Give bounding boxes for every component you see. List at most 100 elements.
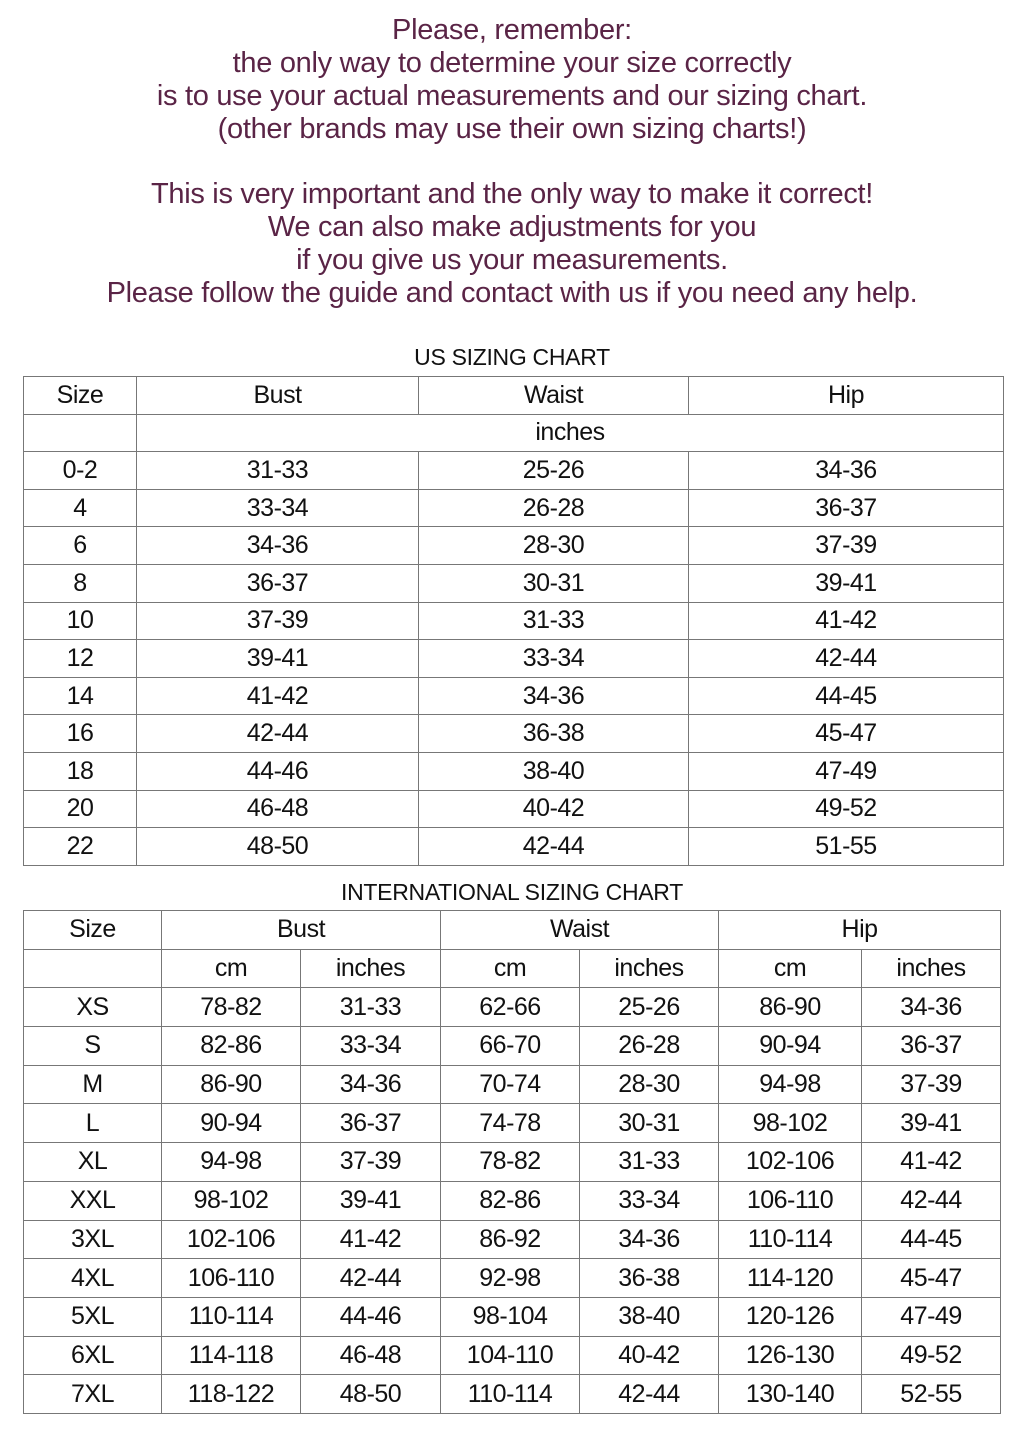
unit-label: cm [440, 948, 580, 989]
unit-row: cm inches cm inches cm inches [23, 948, 1002, 989]
measurement-cell: 31-33 [418, 601, 689, 641]
measurement-cell: 45-47 [688, 714, 1004, 753]
header-row: Size Bust Waist Hip [23, 910, 1002, 950]
measurement-cell: 28-30 [418, 526, 689, 565]
measurement-cell: 31-33 [578, 1142, 720, 1182]
measurement-cell: 114-120 [718, 1258, 863, 1298]
size-cell: 16 [23, 714, 137, 753]
measurement-cell: 42-44 [300, 1258, 441, 1298]
measurement-cell: 25-26 [418, 451, 689, 490]
measurement-cell: 41-42 [861, 1142, 1002, 1182]
size-cell: 7XL [23, 1374, 162, 1414]
measurement-cell: 52-55 [861, 1374, 1002, 1414]
table-row: XL 94-98 37-39 78-82 31-33 102-106 41-42 [23, 1142, 1002, 1182]
table-row: 6XL 114-118 46-48 104-110 40-42 126-130 49-52 [23, 1335, 1002, 1376]
us-sizing-table: Size Bust Waist Hip inches 0-2 31-33 25-26… [23, 376, 1004, 866]
table-row: 12 39-41 33-34 42-44 [23, 639, 1004, 678]
size-cell: XS [23, 987, 162, 1028]
unit-row: inches [23, 413, 1004, 453]
measurement-cell: 98-102 [161, 1180, 301, 1221]
measurement-cell: 44-45 [861, 1219, 1002, 1260]
measurement-cell: 39-41 [136, 639, 419, 678]
unit-label: inches [861, 948, 1002, 989]
size-cell: XXL [23, 1180, 162, 1221]
size-cell: M [23, 1064, 162, 1105]
measurement-cell: 42-44 [861, 1180, 1002, 1221]
measurement-cell: 37-39 [688, 526, 1004, 565]
measurement-cell: 33-34 [578, 1180, 720, 1221]
header-bust: Bust [161, 910, 441, 950]
empty-cell [23, 948, 162, 989]
measurement-cell: 34-36 [418, 676, 689, 716]
measurement-cell: 82-86 [440, 1180, 580, 1221]
size-cell: 6 [23, 526, 137, 565]
size-cell: 18 [23, 751, 137, 791]
size-cell: 4 [23, 488, 137, 528]
measurement-cell: 49-52 [861, 1335, 1002, 1376]
measurement-cell: 98-102 [718, 1103, 863, 1144]
measurement-cell: 40-42 [578, 1335, 720, 1376]
measurement-cell: 37-39 [861, 1064, 1002, 1105]
measurement-cell: 94-98 [161, 1142, 301, 1182]
table-row: 16 42-44 36-38 45-47 [23, 714, 1004, 753]
measurement-cell: 28-30 [578, 1064, 720, 1105]
table-row: 5XL 110-114 44-46 98-104 38-40 120-126 47-49 [23, 1296, 1002, 1337]
measurement-cell: 70-74 [440, 1064, 580, 1105]
measurement-cell: 42-44 [136, 714, 419, 753]
measurement-cell: 86-92 [440, 1219, 580, 1260]
measurement-cell: 62-66 [440, 987, 580, 1028]
table-row: XS 78-82 31-33 62-66 25-26 86-90 34-36 [23, 987, 1002, 1028]
header-row: Size Bust Waist Hip [23, 376, 1004, 415]
header-hip: Hip [718, 910, 1002, 950]
size-cell: L [23, 1103, 162, 1144]
size-cell: XL [23, 1142, 162, 1182]
intro-line: if you give us your measurements. [296, 244, 728, 276]
measurement-cell: 36-38 [418, 714, 689, 753]
size-cell: 10 [23, 601, 137, 641]
header-waist: Waist [439, 910, 720, 950]
size-cell: 4XL [23, 1258, 162, 1298]
intro-line: Please, remember: [392, 14, 632, 46]
measurement-cell: 118-122 [161, 1374, 301, 1414]
size-cell: 6XL [23, 1335, 162, 1376]
measurement-cell: 48-50 [300, 1374, 441, 1414]
measurement-cell: 38-40 [418, 751, 689, 791]
measurement-cell: 25-26 [578, 987, 720, 1028]
table-row: 22 48-50 42-44 51-55 [23, 827, 1004, 866]
measurement-cell: 120-126 [718, 1296, 863, 1337]
measurement-cell: 41-42 [300, 1219, 441, 1260]
unit-label: inches [300, 948, 441, 989]
size-cell: 22 [23, 827, 137, 866]
measurement-cell: 40-42 [418, 789, 689, 829]
unit-label: cm [161, 948, 301, 989]
measurement-cell: 42-44 [688, 639, 1004, 678]
table-row: L 90-94 36-37 74-78 30-31 98-102 39-41 [23, 1103, 1002, 1144]
intro-line: Please follow the guide and contact with… [106, 277, 918, 309]
table-row: S 82-86 33-34 66-70 26-28 90-94 36-37 [23, 1026, 1002, 1066]
measurement-cell: 90-94 [161, 1103, 301, 1144]
measurement-cell: 34-36 [861, 987, 1002, 1028]
measurement-cell: 78-82 [440, 1142, 580, 1182]
us-chart-title: US SIZING CHART [414, 344, 610, 370]
measurement-cell: 31-33 [136, 451, 419, 490]
measurement-cell: 110-114 [440, 1374, 580, 1414]
measurement-cell: 46-48 [136, 789, 419, 829]
measurement-cell: 86-90 [161, 1064, 301, 1105]
size-cell: 20 [23, 789, 137, 829]
measurement-cell: 42-44 [418, 827, 689, 866]
measurement-cell: 36-38 [578, 1258, 720, 1298]
measurement-cell: 26-28 [418, 488, 689, 528]
measurement-cell: 66-70 [440, 1026, 580, 1066]
table-row: 4XL 106-110 42-44 92-98 36-38 114-120 45-47 [23, 1258, 1002, 1298]
table-row: 4 33-34 26-28 36-37 [23, 488, 1004, 528]
measurement-cell: 37-39 [300, 1142, 441, 1182]
measurement-cell: 34-36 [688, 451, 1004, 490]
intro-line: This is very important and the only way … [150, 178, 874, 210]
measurement-cell: 110-114 [161, 1296, 301, 1337]
measurement-cell: 106-110 [161, 1258, 301, 1298]
measurement-cell: 33-34 [418, 639, 689, 678]
intro-line: is to use your actual measurements and o… [156, 80, 868, 112]
measurement-cell: 49-52 [688, 789, 1004, 829]
table-row: 0-2 31-33 25-26 34-36 [23, 451, 1004, 490]
unit-label: inches [136, 413, 1004, 453]
